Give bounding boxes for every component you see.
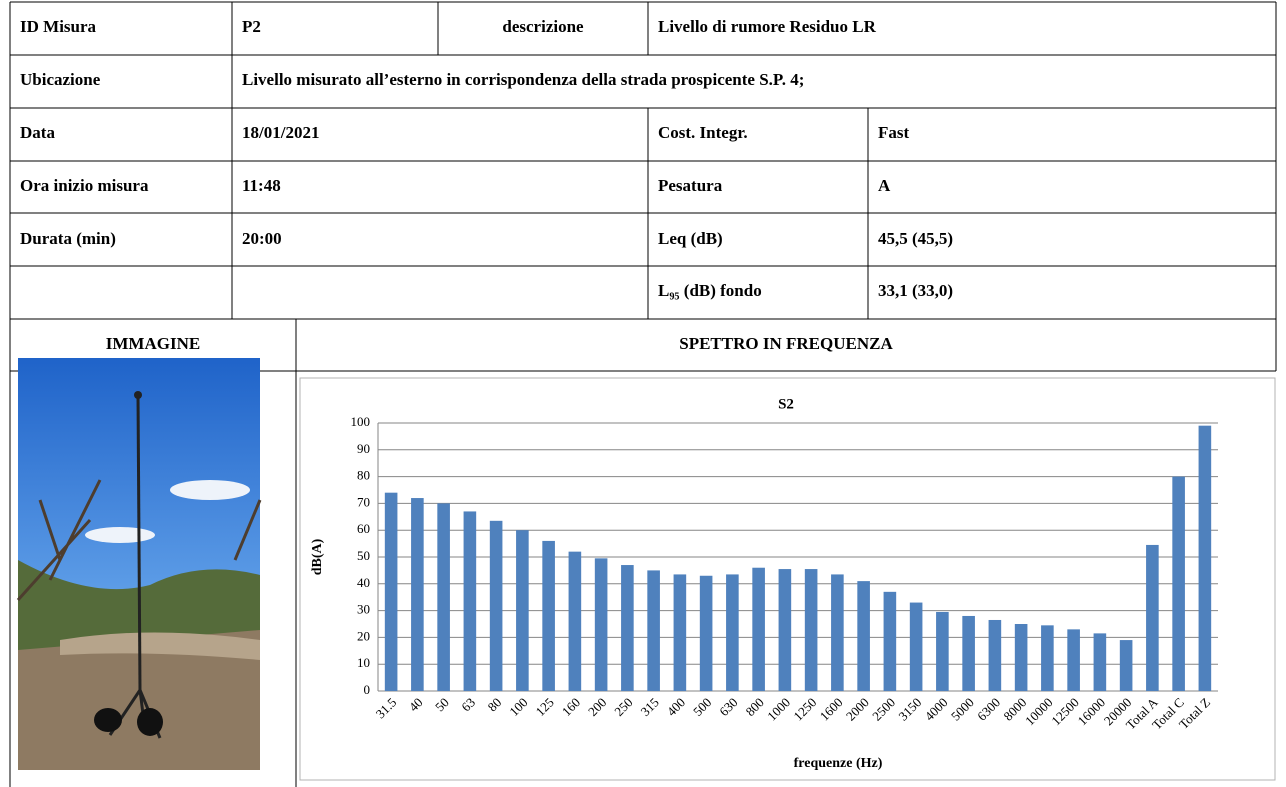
bar [804, 569, 818, 691]
table-cell: Leq (dB) [658, 229, 723, 248]
table-cell: A [878, 176, 891, 195]
section-header: IMMAGINE [106, 334, 200, 353]
y-tick-label: 10 [357, 655, 370, 670]
bar [463, 511, 477, 691]
table-cell: Livello di rumore Residuo LR [658, 17, 877, 36]
bar [621, 565, 634, 691]
bar [647, 570, 660, 691]
y-tick-label: 100 [351, 414, 371, 429]
table-cell: Data [20, 123, 55, 142]
bar [1119, 640, 1133, 691]
bar [489, 520, 503, 691]
table-cell: Fast [878, 123, 910, 142]
table-cell: Livello misurato all’esterno in corrispo… [242, 70, 804, 89]
bar [1041, 625, 1054, 691]
table-cell: 18/01/2021 [242, 123, 319, 142]
table-cell: Pesatura [658, 176, 723, 195]
x-axis-label: frequenze (Hz) [794, 756, 883, 771]
table-cell: Durata (min) [20, 229, 116, 248]
photo [16, 358, 262, 770]
table-cell: P2 [242, 17, 261, 36]
y-tick-label: 50 [357, 548, 370, 563]
table-cell: descrizione [502, 17, 584, 36]
y-tick-label: 20 [357, 628, 370, 643]
section-header: SPETTRO IN FREQUENZA [679, 334, 893, 353]
bar [988, 619, 1002, 691]
bar [437, 503, 450, 691]
bar [752, 567, 765, 691]
y-tick-label: 0 [364, 682, 371, 697]
table-cell: L₉₅ (dB) fondo [658, 281, 762, 300]
table-borders [9, 1, 1277, 787]
bar [1172, 476, 1185, 691]
bar [568, 551, 582, 691]
y-tick-label: 80 [357, 468, 370, 483]
table-cell: 33,1 (33,0) [878, 281, 953, 300]
bar [384, 492, 398, 691]
bar [857, 581, 870, 691]
table-cell: 45,5 (45,5) [878, 229, 953, 248]
y-tick-label: 70 [357, 494, 370, 509]
bar [962, 615, 975, 691]
bar [411, 498, 424, 691]
table-cell: ID Misura [20, 17, 97, 36]
bar [1146, 544, 1159, 691]
bar [542, 540, 555, 691]
bar [936, 611, 949, 691]
bar [778, 569, 792, 691]
table-cell: 20:00 [242, 229, 282, 248]
y-tick-label: 60 [357, 521, 370, 536]
bar [883, 591, 897, 691]
bar [726, 574, 739, 691]
bar [1198, 425, 1212, 691]
bar [909, 602, 923, 691]
bar [594, 558, 608, 691]
bar [673, 574, 687, 691]
table-cell: Ora inizio misura [20, 176, 149, 195]
table-cell: 11:48 [242, 176, 281, 195]
bar [1067, 629, 1080, 691]
y-tick-label: 40 [357, 575, 370, 590]
y-tick-label: 90 [357, 441, 370, 456]
chart-title: S2 [778, 396, 794, 412]
y-axis-label: dB(A) [310, 538, 325, 575]
bar [1093, 633, 1107, 691]
table-cell: Ubicazione [20, 70, 101, 89]
bar [699, 575, 713, 691]
bar [831, 574, 844, 691]
bar [516, 530, 529, 691]
table-cell: Cost. Integr. [658, 123, 748, 142]
y-tick-label: 30 [357, 602, 370, 617]
bar [1014, 624, 1028, 691]
